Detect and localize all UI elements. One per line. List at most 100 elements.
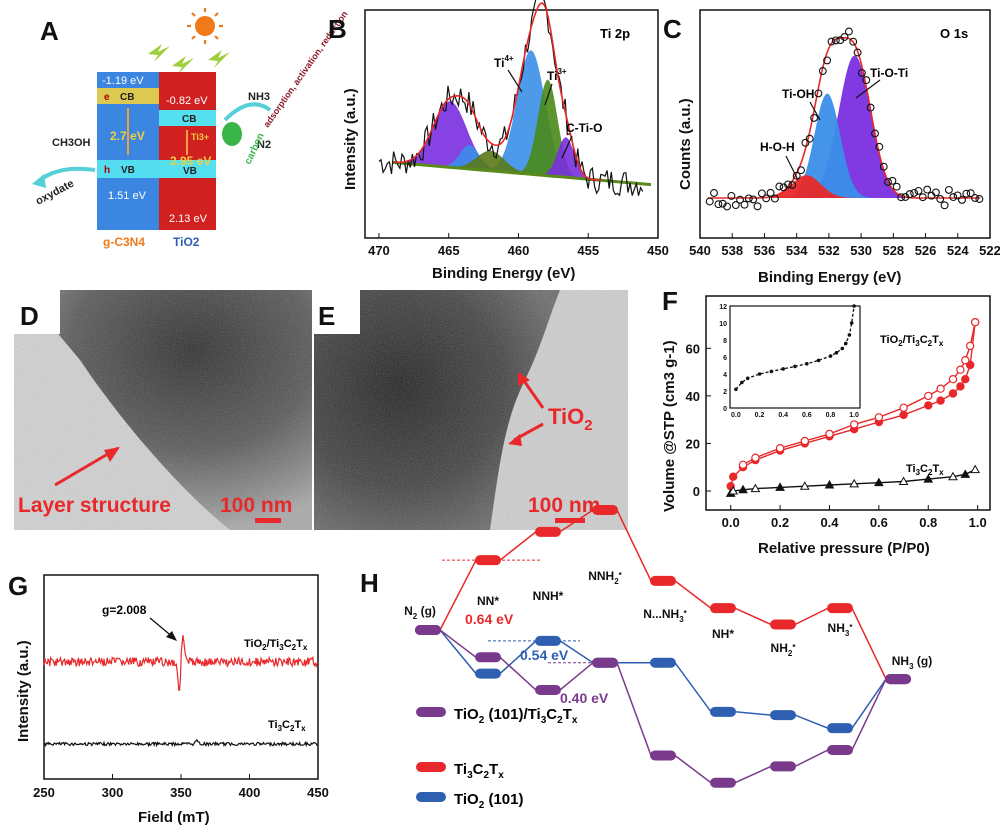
tem-d-caption: Layer structure bbox=[18, 494, 171, 517]
chart-h-series-1-level bbox=[710, 777, 736, 788]
chart-b-xtick-label: 465 bbox=[438, 243, 460, 258]
gc3n4-cb-band bbox=[97, 88, 159, 104]
tio2-gap-value: 2.95 eV bbox=[170, 154, 211, 168]
chart-f-series-2-point bbox=[800, 436, 810, 446]
chart-c-data-point bbox=[879, 162, 888, 171]
carbon-particle bbox=[222, 122, 242, 146]
chart-f-series-3-point bbox=[874, 477, 884, 487]
panel-b: B 470 465 460 455 450 Ti 2p Ti4+ Ti3+ C-Ti-O… bbox=[328, 0, 669, 282]
chart-f-xlabel: Relative pressure (P/P0) bbox=[758, 540, 930, 557]
chart-c-data-point bbox=[784, 180, 792, 189]
chart-c-data-point bbox=[918, 193, 927, 202]
g-annotation: g=2.008 bbox=[102, 603, 147, 617]
chart-f-series-3-point bbox=[775, 482, 785, 491]
chart-c-frame bbox=[699, 9, 991, 239]
chart-f-inset-point bbox=[840, 346, 845, 351]
chart-f-series-1-point bbox=[956, 382, 965, 391]
tioti-pointer bbox=[855, 79, 881, 99]
tio2-vb-band bbox=[159, 160, 216, 178]
chart-f-inset-ytick-label: 12 bbox=[719, 304, 727, 311]
chart-h-series-2-level bbox=[415, 625, 441, 635]
panel-letter-b: B bbox=[328, 14, 347, 44]
tioh-annotation: Ti-OH bbox=[782, 87, 814, 101]
chart-f-inset-point bbox=[834, 351, 839, 355]
chart-c-data-point bbox=[705, 197, 714, 206]
chart-b-xtick-label: 470 bbox=[368, 243, 390, 258]
chart-g-legend-ti3c2tx: Ti3C2Tx bbox=[268, 719, 306, 733]
chart-f-inset-ytick-label: 0 bbox=[723, 406, 727, 413]
g-pointer-head bbox=[166, 631, 177, 641]
nh3-label: NH3 bbox=[248, 91, 270, 103]
chart-c-data-point bbox=[731, 201, 740, 210]
panel-h: H N2 (g)NN* NNH*NNH2*N...NH3*NH*NH2*NH3*N… bbox=[360, 505, 932, 811]
tem-e-scale-label: 100 nm bbox=[528, 494, 600, 517]
chart-f-series-2-point bbox=[948, 375, 958, 384]
chart-h-series-3-level bbox=[770, 710, 796, 721]
chart-c-data-point bbox=[949, 193, 958, 202]
chart-f-inset-ytick-label: 6 bbox=[723, 355, 727, 362]
chart-b-xtick-label: 450 bbox=[647, 243, 669, 258]
chart-c-xtick-label: 522 bbox=[979, 243, 1000, 258]
chart-c-data-point bbox=[797, 166, 805, 175]
panel-letter-c: C bbox=[663, 14, 682, 44]
chart-c-data-point bbox=[853, 48, 862, 57]
chart-c-data-point bbox=[801, 138, 810, 147]
chart-c-data-point bbox=[766, 188, 775, 197]
chart-h-series-2-path bbox=[439, 509, 887, 680]
chart-c-peak-2 bbox=[708, 93, 982, 198]
chart-h-series-3-level bbox=[827, 723, 853, 734]
level-label-n2: N2 (g) bbox=[404, 604, 436, 621]
tio2-cb-label: CB bbox=[182, 114, 196, 125]
chart-c-data-point bbox=[749, 195, 758, 204]
tem-e-scale-bar bbox=[555, 518, 585, 523]
chart-c-data-point bbox=[827, 37, 836, 46]
tio2-cb-value: -0.82 eV bbox=[166, 95, 208, 107]
level-label-nh3-gas: NH3 (g) bbox=[892, 654, 932, 671]
legend-h-item-3: TiO2 (101) bbox=[454, 791, 523, 811]
chart-f-series-2-point bbox=[936, 384, 945, 393]
chart-c-data-point bbox=[770, 194, 779, 203]
light-bolt-icons bbox=[148, 44, 230, 74]
chart-f-inset-point bbox=[740, 380, 744, 385]
chart-c-data-point bbox=[953, 191, 962, 200]
chart-h-series-2-level bbox=[827, 603, 853, 614]
chart-c-data-point bbox=[840, 33, 849, 41]
legend-h-item-2: Ti3C2Tx bbox=[454, 761, 504, 781]
tem-d-arrowhead bbox=[104, 447, 120, 462]
chart-c-data-point bbox=[897, 193, 906, 202]
panel-letter-f: F bbox=[662, 286, 678, 316]
chart-c-title: O 1s bbox=[940, 26, 968, 41]
chart-f-inset-point bbox=[847, 333, 852, 337]
chart-f-series-1-point bbox=[948, 389, 958, 398]
chart-c-data-point bbox=[792, 171, 801, 180]
chart-f-inset-ytick-label: 10 bbox=[719, 321, 727, 328]
chart-c-data-point bbox=[814, 89, 823, 98]
chart-c-data-point bbox=[862, 76, 871, 85]
sun-icon bbox=[187, 8, 223, 44]
chart-c-data-point bbox=[775, 182, 784, 191]
chart-f-inset-ytick-label: 2 bbox=[723, 389, 727, 396]
gc3n4-vb-value: 1.51 eV bbox=[108, 190, 147, 202]
panel-a: A -1.19 eV e CB 2.7 eV h VB bbox=[32, 8, 350, 249]
chart-h-series-2-level bbox=[770, 619, 796, 630]
chart-h-series-1-level bbox=[535, 685, 561, 695]
chart-f-series-1-point bbox=[961, 375, 970, 384]
chart-f-inset-point bbox=[805, 362, 809, 366]
tio2-vb-label: VB bbox=[183, 166, 197, 177]
chart-f-inset-point bbox=[852, 304, 856, 308]
tio2-cb-band bbox=[159, 110, 216, 126]
chart-h-series-3-level bbox=[650, 657, 676, 668]
tem-d-scale-label: 100 nm bbox=[220, 494, 292, 517]
tioti-annotation: Ti-O-Ti bbox=[870, 66, 908, 80]
chart-g-composite-line bbox=[43, 635, 319, 691]
tio2-ti3-label: Ti3+ bbox=[191, 132, 209, 142]
chart-f-inset-ytick-label: 4 bbox=[723, 372, 727, 379]
chart-b-fit-envelope bbox=[393, 1, 601, 182]
chart-f-inset-point bbox=[816, 358, 821, 363]
hole-label: h bbox=[104, 165, 110, 176]
legend-h-swatch-3 bbox=[416, 792, 446, 802]
chart-h-series-2-level bbox=[650, 575, 676, 586]
chart-f-inset-point bbox=[757, 372, 762, 376]
